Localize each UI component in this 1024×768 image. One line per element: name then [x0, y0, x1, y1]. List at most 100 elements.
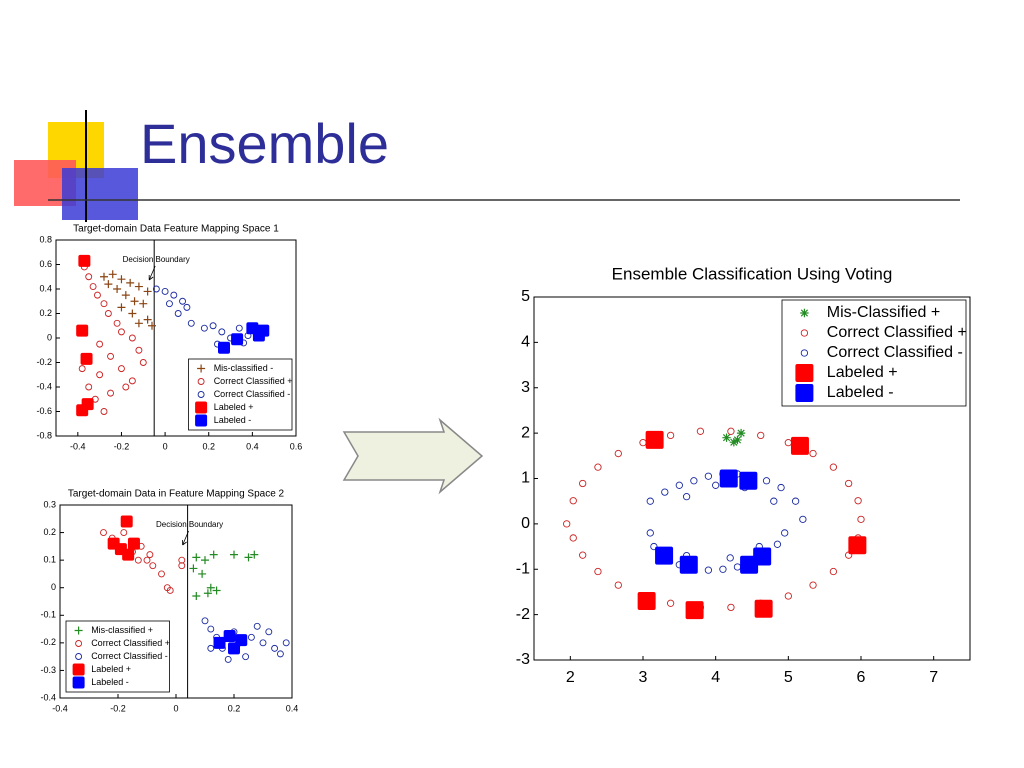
- legend-marker: [197, 391, 205, 398]
- x-tick-label: -0.2: [114, 441, 130, 451]
- point: [209, 550, 218, 559]
- point: [212, 586, 221, 595]
- point: [100, 272, 108, 281]
- point: [704, 472, 713, 480]
- y-tick-label: 4: [521, 334, 530, 351]
- point: [679, 555, 698, 574]
- point: [104, 280, 113, 289]
- point: [126, 278, 135, 287]
- point: [799, 515, 807, 523]
- legend-marker: [72, 676, 85, 689]
- legend-marker: [195, 401, 208, 414]
- point: [143, 287, 152, 296]
- y-tick-label: 2: [521, 424, 530, 441]
- x-tick-label: 3: [639, 669, 648, 686]
- slide-decoration: [14, 110, 960, 222]
- point: [201, 617, 209, 625]
- y-tick-label: 0.2: [43, 527, 56, 537]
- x-tick-label: 0.4: [286, 703, 299, 713]
- legend-label: Correct Classified +: [827, 324, 967, 341]
- x-tick-label: 0.6: [290, 441, 303, 451]
- point: [78, 365, 86, 373]
- point: [569, 497, 577, 505]
- point: [166, 300, 173, 308]
- legend-label: Mis-classified -: [214, 363, 274, 373]
- point: [143, 315, 152, 324]
- point: [712, 481, 720, 489]
- point: [235, 324, 243, 332]
- point: [282, 639, 290, 647]
- point: [791, 497, 800, 505]
- point: [257, 324, 270, 337]
- y-tick-label: -1: [516, 560, 530, 577]
- point: [143, 556, 151, 564]
- legend-label: Mis-classified +: [91, 625, 153, 635]
- x-tick-label: 0: [173, 703, 178, 713]
- x-tick-label: 2: [566, 669, 575, 686]
- y-tick-label: 0: [51, 582, 56, 592]
- point: [579, 551, 587, 559]
- legend-marker: [795, 364, 814, 382]
- point: [135, 346, 143, 354]
- point: [727, 427, 735, 435]
- point: [100, 300, 108, 308]
- point: [729, 438, 739, 447]
- point: [78, 254, 91, 267]
- annotation-arrow: [148, 265, 156, 281]
- point: [198, 569, 207, 578]
- point: [722, 433, 731, 442]
- point: [646, 529, 654, 537]
- point: [579, 479, 587, 488]
- point: [107, 352, 114, 360]
- x-tick-label: 0: [163, 441, 168, 451]
- legend-marker: [72, 663, 85, 676]
- point: [121, 291, 130, 300]
- legend-marker: [195, 414, 208, 427]
- y-tick-label: 0: [47, 332, 52, 342]
- y-tick-label: 0.2: [39, 308, 52, 318]
- point: [645, 430, 664, 449]
- point: [733, 435, 742, 445]
- point: [247, 633, 255, 641]
- legend-label: Labeled -: [91, 677, 129, 687]
- point: [207, 644, 215, 652]
- arrow: [342, 417, 484, 495]
- y-tick-label: 5: [521, 288, 530, 305]
- point: [594, 567, 602, 576]
- point: [719, 469, 738, 488]
- point: [661, 488, 669, 496]
- point: [128, 309, 137, 318]
- point: [675, 481, 683, 489]
- point: [187, 319, 195, 327]
- point: [253, 622, 261, 630]
- y-tick-label: 0: [521, 515, 530, 532]
- point: [158, 570, 165, 578]
- point: [637, 592, 656, 611]
- y-tick-label: 3: [521, 379, 530, 396]
- point: [76, 324, 89, 337]
- y-tick-label: 0.1: [43, 555, 56, 565]
- y-tick-label: -2: [516, 606, 530, 623]
- point: [100, 408, 108, 415]
- point: [120, 515, 133, 528]
- y-tick-label: 0.3: [43, 499, 56, 509]
- point: [848, 536, 867, 555]
- point: [218, 341, 230, 354]
- point: [242, 653, 250, 661]
- point: [120, 529, 128, 537]
- annotation-arrow: [182, 530, 189, 546]
- y-tick-label: -0.6: [36, 406, 52, 416]
- point: [265, 628, 273, 636]
- legend-label: Labeled +: [91, 664, 131, 674]
- point: [128, 334, 136, 342]
- point: [727, 603, 735, 612]
- point: [770, 497, 778, 505]
- point: [809, 581, 817, 589]
- legend-label: Mis-Classified +: [827, 304, 940, 321]
- chart-title: Target-domain Data Feature Mapping Space…: [73, 224, 279, 235]
- x-tick-label: 6: [857, 669, 866, 686]
- annotation: Decision Boundary: [156, 520, 223, 529]
- point: [183, 303, 191, 311]
- point: [230, 550, 238, 559]
- y-tick-label: 0.6: [39, 259, 52, 269]
